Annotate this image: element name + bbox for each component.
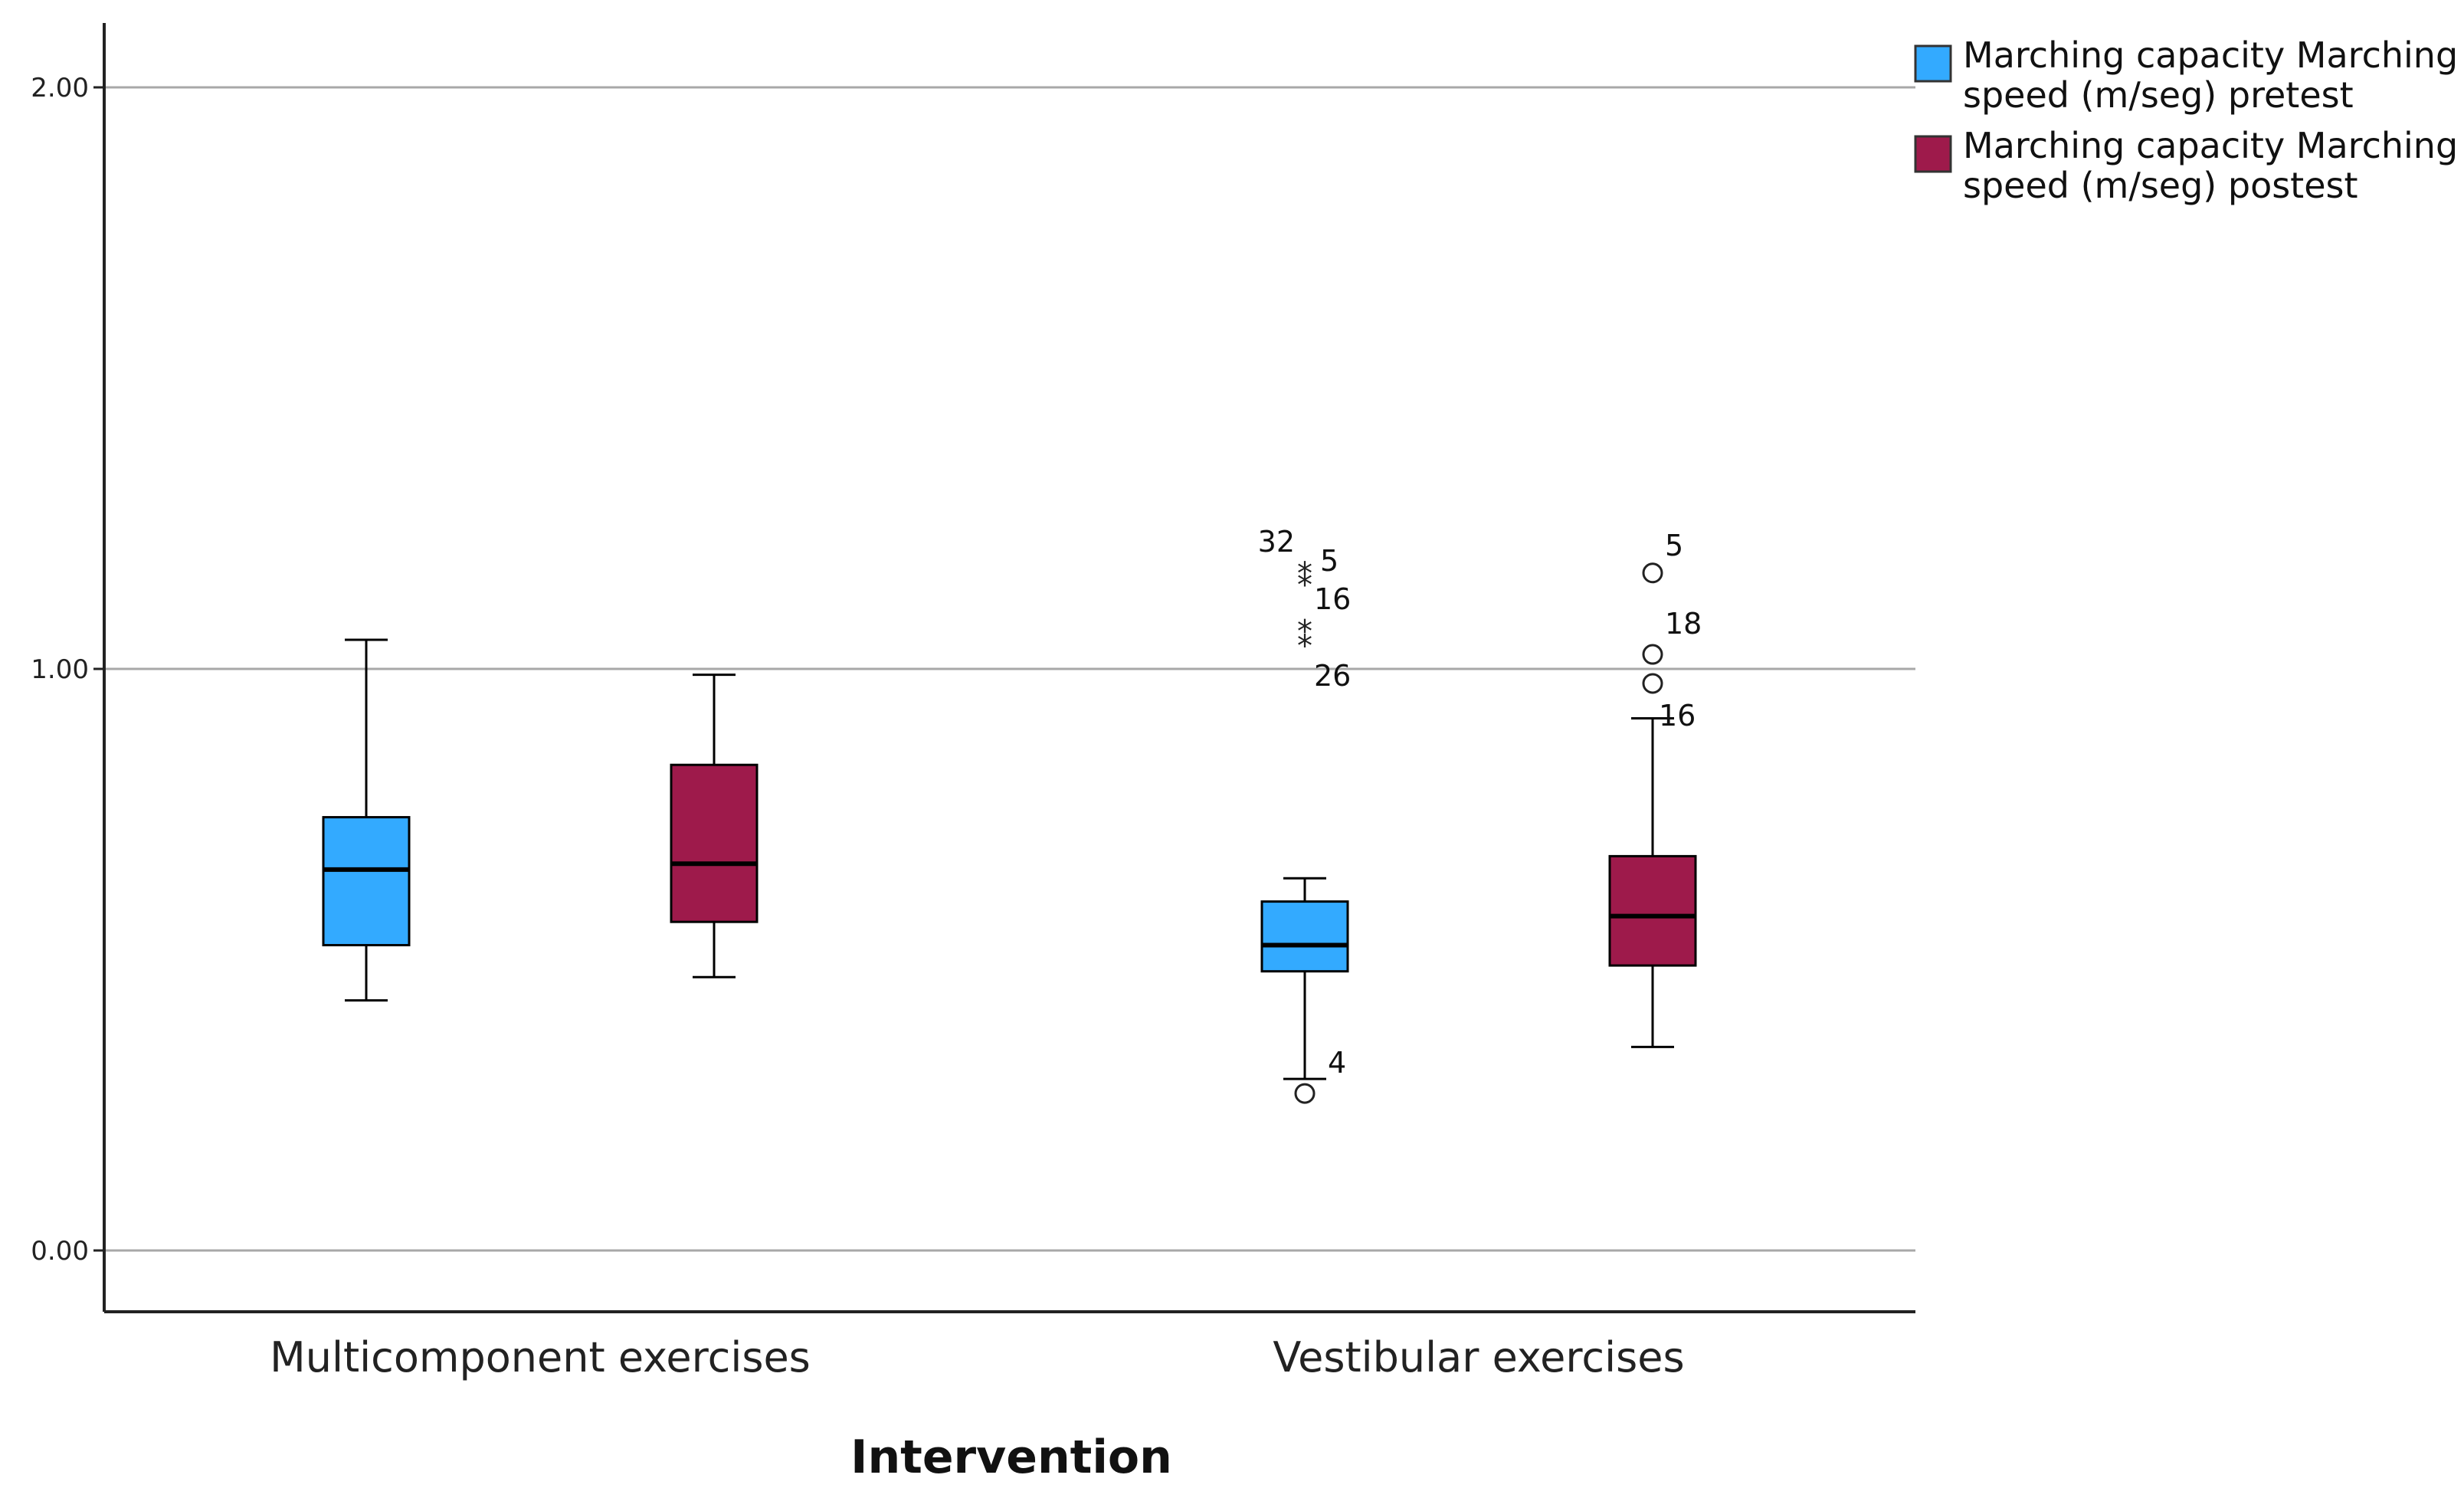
box-iqr [1608, 854, 1697, 967]
y-tick-label: 2.00 [31, 73, 89, 103]
outlier-star: * [1297, 629, 1312, 664]
outlier-label: 5 [1665, 529, 1683, 562]
outlier-label: 16 [1659, 699, 1696, 733]
y-tick-label: 0.00 [31, 1236, 89, 1267]
outlier-star: * [1297, 556, 1312, 592]
category-labels: Multicomponent exercises Vestibular exerc… [270, 1333, 1684, 1381]
box-pretest [322, 638, 411, 1002]
outlier-label: 5 [1320, 544, 1338, 578]
legend-label: Marching capacity Marching [1963, 34, 2458, 76]
outlier-label: 18 [1665, 607, 1702, 641]
legend-swatch [1914, 135, 1952, 173]
category-label: Vestibular exercises [1273, 1333, 1684, 1381]
box-iqr [670, 763, 759, 923]
outlier-label: 4 [1328, 1046, 1346, 1080]
box-postest [670, 674, 759, 978]
legend-label: speed (m/seg) pretest [1963, 74, 2354, 116]
axes [93, 23, 1915, 1313]
legend-label: Marching capacity Marching [1963, 125, 2458, 166]
box-iqr [322, 816, 411, 947]
box-series [322, 638, 1697, 1080]
legend-swatch [1914, 44, 1952, 83]
box-postest [1608, 717, 1697, 1048]
outlier-star: * [1297, 615, 1312, 650]
y-tick-label: 1.00 [31, 654, 89, 685]
y-tick-labels: 0.00 1.00 2.00 [31, 73, 89, 1267]
outlier-label: 32 [1258, 525, 1295, 559]
category-label: Multicomponent exercises [270, 1333, 811, 1381]
box-pretest [1260, 877, 1349, 1080]
outlier-circle [1642, 562, 1663, 584]
outlier-circle [1294, 1083, 1316, 1104]
outlier-label: 26 [1314, 659, 1351, 693]
outlier-star: * [1297, 568, 1312, 603]
outlier-circle [1642, 644, 1663, 665]
legend-label: speed (m/seg) postest [1963, 165, 2358, 206]
outlier-circle [1642, 673, 1663, 694]
box-iqr [1260, 900, 1349, 973]
x-axis-label: Intervention [850, 1431, 1172, 1484]
outlier-label: 16 [1314, 582, 1351, 616]
gridlines [104, 86, 1915, 1252]
